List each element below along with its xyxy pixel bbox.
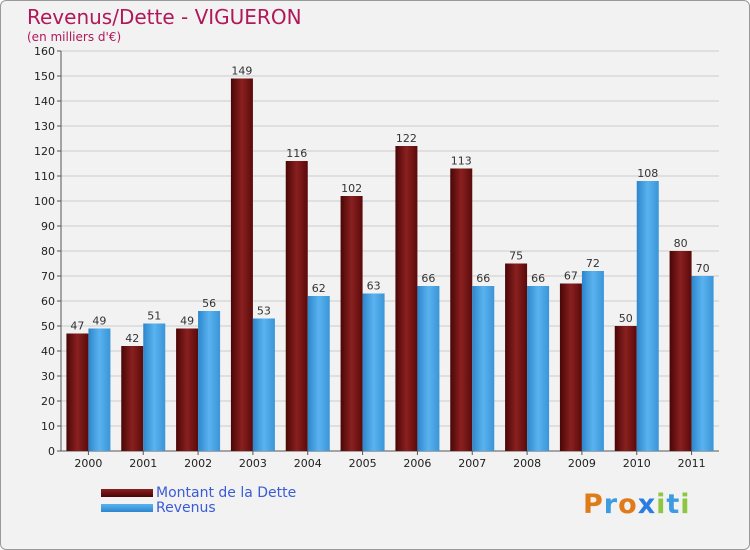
x-tick-label: 2003 (239, 457, 267, 470)
x-tick-label: 2007 (458, 457, 486, 470)
y-tick-label: 150 (34, 70, 55, 83)
x-tick-label: 2000 (74, 457, 102, 470)
value-label-revenus: 70 (696, 262, 710, 275)
bar-revenus (88, 328, 111, 451)
value-label-dette: 80 (674, 237, 688, 250)
logo-letter: i (680, 489, 691, 520)
bar-revenus (417, 286, 440, 451)
legend-label-revenus: Revenus (156, 500, 216, 516)
y-tick-label: 40 (41, 345, 55, 358)
value-label-dette: 42 (125, 332, 139, 345)
bar-revenus (581, 271, 604, 451)
value-label-dette: 113 (451, 155, 472, 168)
y-tick-label: 10 (41, 420, 55, 433)
logo-letter: t (666, 489, 681, 520)
bar-dette (669, 251, 692, 451)
bar-dette (505, 263, 528, 451)
y-tick-label: 80 (41, 245, 55, 258)
value-label-dette: 122 (396, 132, 417, 145)
value-label-dette: 49 (180, 315, 194, 328)
value-label-revenus: 66 (476, 272, 490, 285)
value-label-dette: 47 (70, 320, 84, 333)
bar-revenus (472, 286, 495, 451)
y-tick-label: 60 (41, 295, 55, 308)
value-label-dette: 50 (619, 312, 633, 325)
proxiti-logo: Proxiti (583, 489, 691, 520)
value-label-revenus: 62 (312, 282, 326, 295)
y-tick-label: 120 (34, 145, 55, 158)
y-tick-label: 20 (41, 395, 55, 408)
bar-dette (285, 161, 308, 451)
value-label-revenus: 72 (586, 257, 600, 270)
y-tick-label: 100 (34, 195, 55, 208)
legend-swatch-revenus (101, 504, 153, 512)
x-tick-label: 2008 (513, 457, 541, 470)
value-label-revenus: 66 (531, 272, 545, 285)
y-tick-label: 110 (34, 170, 55, 183)
logo-letter: i (656, 489, 667, 520)
bar-revenus (691, 276, 714, 451)
y-tick-label: 70 (41, 270, 55, 283)
value-label-dette: 116 (286, 147, 307, 160)
x-tick-label: 2005 (349, 457, 377, 470)
value-label-revenus: 53 (257, 305, 271, 318)
legend-swatch-debt (101, 489, 153, 497)
x-tick-label: 2004 (294, 457, 322, 470)
bar-revenus (252, 318, 275, 451)
y-tick-label: 50 (41, 320, 55, 333)
value-label-dette: 67 (564, 270, 578, 283)
y-tick-label: 140 (34, 95, 55, 108)
bar-revenus (362, 293, 385, 451)
x-tick-label: 2009 (568, 457, 596, 470)
bar-dette (66, 333, 89, 451)
value-label-dette: 102 (341, 182, 362, 195)
y-tick-label: 90 (41, 220, 55, 233)
value-label-revenus: 66 (421, 272, 435, 285)
bar-dette (614, 326, 637, 451)
value-label-dette: 75 (509, 250, 523, 263)
bar-dette (340, 196, 363, 451)
y-tick-label: 0 (48, 445, 55, 458)
logo-letter: r (603, 489, 619, 520)
bar-revenus (198, 311, 221, 451)
y-tick-label: 130 (34, 120, 55, 133)
value-label-revenus: 108 (637, 167, 658, 180)
bar-revenus (527, 286, 550, 451)
logo-letter: o (618, 489, 638, 520)
chart-subtitle: (en milliers d'€) (27, 30, 122, 44)
y-tick-label: 30 (41, 370, 55, 383)
chart-title: Revenus/Dette - VIGUERON (27, 5, 302, 29)
value-label-dette: 149 (231, 65, 252, 78)
bar-dette (176, 328, 199, 451)
value-label-revenus: 49 (92, 315, 106, 328)
x-tick-label: 2001 (129, 457, 157, 470)
bar-dette (121, 346, 144, 451)
bar-dette (450, 168, 473, 451)
x-tick-label: 2010 (623, 457, 651, 470)
bar-revenus (143, 323, 166, 451)
bar-dette (230, 78, 253, 451)
legend-label-debt: Montant de la Dette (156, 485, 297, 501)
bar-dette (559, 283, 582, 451)
x-tick-label: 2002 (184, 457, 212, 470)
x-tick-label: 2006 (403, 457, 431, 470)
value-label-revenus: 51 (147, 310, 161, 323)
x-tick-label: 2011 (678, 457, 706, 470)
bar-dette (395, 146, 418, 451)
logo-letter: x (637, 489, 657, 520)
value-label-revenus: 56 (202, 297, 216, 310)
y-tick-label: 160 (34, 45, 55, 58)
value-label-revenus: 63 (367, 280, 381, 293)
bar-revenus (307, 296, 330, 451)
bar-revenus (636, 181, 659, 451)
logo-letter: P (583, 489, 604, 520)
